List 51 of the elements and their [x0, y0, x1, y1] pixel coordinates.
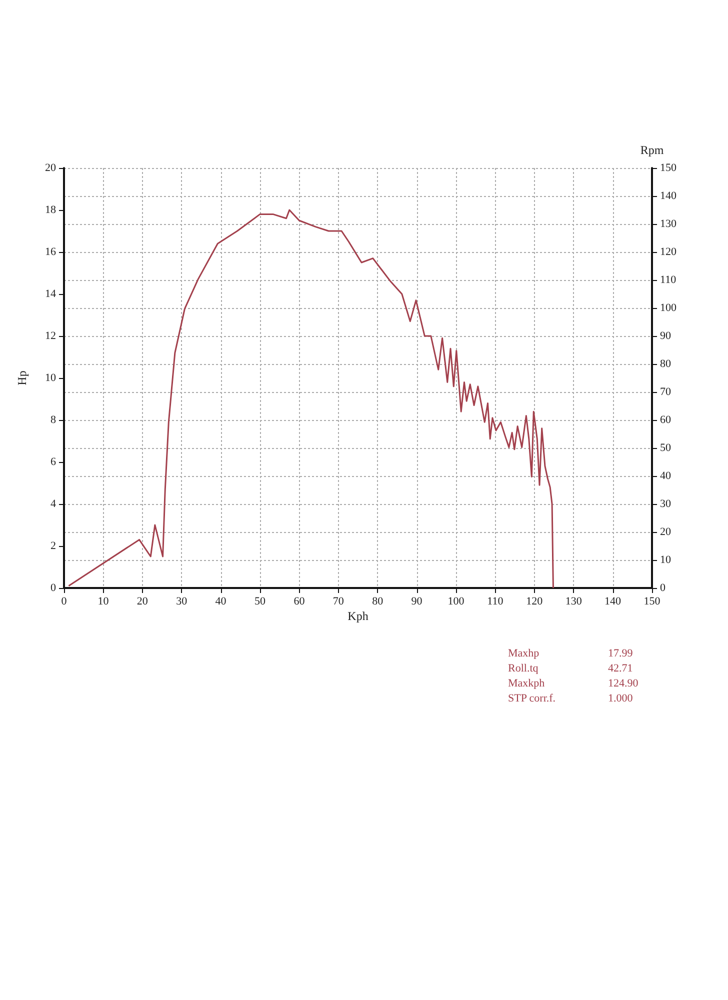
x-tick-label: 130 — [565, 596, 582, 608]
line-series — [68, 209, 554, 589]
y-tick-label: 6 — [50, 456, 56, 468]
x-tick-label: 50 — [254, 596, 266, 608]
x-tick-label: 10 — [98, 596, 110, 608]
x-tick-label: 150 — [644, 596, 661, 608]
y2-tick-label: 150 — [660, 162, 677, 174]
text: Maxhp 17.99 — [508, 648, 633, 660]
x-tick-label: 20 — [136, 596, 148, 608]
y2-tick-label: 50 — [660, 442, 672, 454]
text: STP corr.f. 1.000 — [508, 692, 633, 704]
y2-tick-label: 10 — [660, 554, 672, 566]
y-tick-label: 8 — [50, 414, 56, 426]
y-tick-label: 0 — [50, 582, 56, 594]
y2-tick-label: 20 — [660, 526, 672, 538]
y2-tick-label: 100 — [660, 302, 677, 314]
y-tick-label: 2 — [50, 540, 56, 552]
text: Roll.tq 42.71 — [508, 662, 633, 674]
y-tick-label: 12 — [45, 330, 56, 342]
y2-axis-title: Rpm — [640, 143, 664, 157]
x-tick-label: 40 — [215, 596, 227, 608]
y-tick-label: 4 — [50, 498, 56, 510]
y-tick-label: 18 — [45, 204, 56, 216]
y-tick-label: 10 — [45, 372, 56, 384]
x-tick-label: 30 — [176, 596, 188, 608]
x-tick-label: 0 — [61, 596, 68, 608]
y2-tick-label: 40 — [660, 470, 672, 482]
y2-tick-label: 120 — [660, 246, 677, 258]
x-tick-label: 60 — [294, 596, 306, 608]
x-axis-title: Kph — [348, 609, 368, 623]
y2-tick-label: 80 — [660, 358, 672, 370]
x-tick-label: 70 — [332, 596, 344, 608]
x-tick-label: 110 — [487, 596, 504, 608]
x-tick-label: 120 — [526, 596, 544, 608]
x-tick-label: 90 — [411, 596, 423, 608]
x-tick-label: 80 — [372, 596, 384, 608]
y2-tick-label: 90 — [660, 330, 672, 342]
y-tick-label: 16 — [45, 246, 56, 258]
y2-tick-label: 70 — [660, 386, 672, 398]
y-tick-label: 14 — [45, 288, 56, 300]
y2-tick-label: 140 — [660, 190, 677, 202]
y2-tick-label: 60 — [660, 414, 672, 426]
y2-tick-label: 30 — [660, 498, 672, 510]
y2-tick-label: 130 — [660, 218, 677, 230]
y2-tick-label: 110 — [660, 274, 677, 286]
y2-tick-label: 0 — [660, 582, 666, 594]
x-tick-label: 140 — [604, 596, 622, 608]
x-tick-label: 100 — [448, 596, 465, 608]
y-axis-title: Hp — [15, 370, 29, 386]
y-tick-label: 20 — [45, 162, 56, 174]
text: Maxkph 124.90 — [508, 678, 638, 690]
